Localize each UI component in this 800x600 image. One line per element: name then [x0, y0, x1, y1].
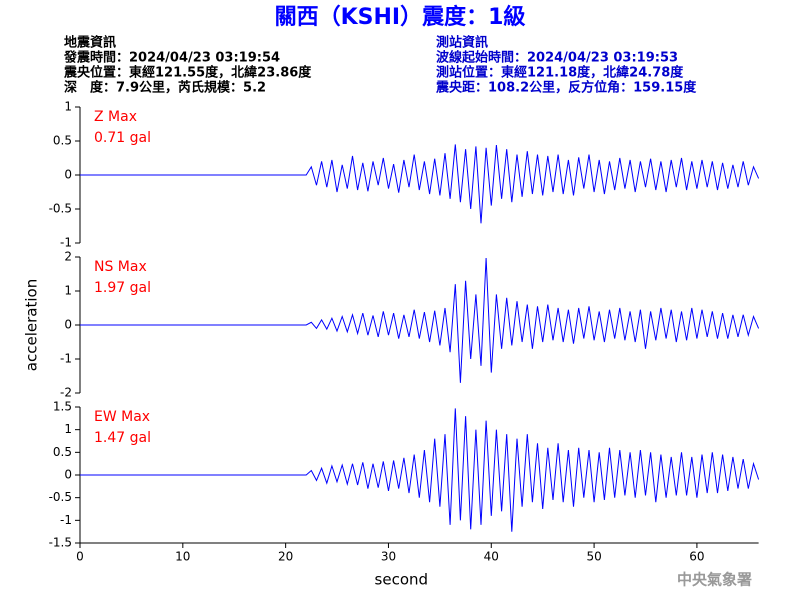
info-line: 測站資訊: [436, 35, 488, 51]
y-tick-label: -0.5: [49, 202, 72, 216]
info-line: 波線起始時間：2024/04/23 03:19:53: [436, 50, 678, 66]
chart-title: 關西（KSHI）震度：1級: [275, 4, 526, 30]
y-tick-label: -1: [60, 236, 72, 250]
info-line: 測站位置：東經121.18度，北緯24.78度: [436, 65, 684, 81]
info-line: 發震時間：2024/04/23 03:19:54: [63, 50, 280, 66]
x-axis-label: second: [375, 571, 429, 589]
waveform: [80, 144, 760, 224]
y-tick-label: 0.5: [53, 134, 72, 148]
waveform: [80, 408, 760, 532]
y-tick-label: -2: [60, 386, 72, 400]
y-tick-label: -1.5: [49, 536, 72, 550]
x-tick-label: 0: [76, 550, 84, 564]
max-value: 0.71 gal: [94, 130, 151, 146]
x-tick-label: 30: [381, 550, 396, 564]
y-tick-label: -1: [60, 352, 72, 366]
waveform: [80, 257, 760, 383]
y-tick-label: 0: [64, 468, 72, 482]
info-line: 震央距：108.2公里，反方位角：159.15度: [435, 80, 697, 96]
max-label: Z Max: [94, 109, 137, 125]
max-label: EW Max: [94, 409, 150, 425]
y-tick-label: -0.5: [49, 490, 72, 504]
max-value: 1.47 gal: [94, 430, 151, 446]
x-tick-label: 50: [586, 550, 601, 564]
x-tick-label: 40: [484, 550, 499, 564]
y-tick-label: 1: [64, 422, 72, 436]
max-label: NS Max: [94, 259, 147, 275]
info-line: 深 度：7.9公里，芮氏規模：5.2: [64, 80, 266, 96]
max-value: 1.97 gal: [94, 280, 151, 296]
x-tick-label: 60: [689, 550, 704, 564]
y-tick-label: 0.5: [53, 445, 72, 459]
y-tick-label: 1.5: [53, 400, 72, 414]
y-tick-label: 2: [64, 250, 72, 264]
x-tick-label: 20: [278, 550, 293, 564]
y-tick-label: 1: [64, 284, 72, 298]
y-tick-label: 0: [64, 168, 72, 182]
y-tick-label: 1: [64, 100, 72, 114]
footer: 中央氣象署: [677, 571, 752, 589]
y-axis-label: acceleration: [23, 279, 41, 371]
info-line: 震央位置：東經121.55度，北緯23.86度: [63, 65, 312, 81]
y-tick-label: -1: [60, 513, 72, 527]
info-line: 地震資訊: [64, 35, 116, 51]
y-tick-label: 0: [64, 318, 72, 332]
x-tick-label: 10: [175, 550, 190, 564]
